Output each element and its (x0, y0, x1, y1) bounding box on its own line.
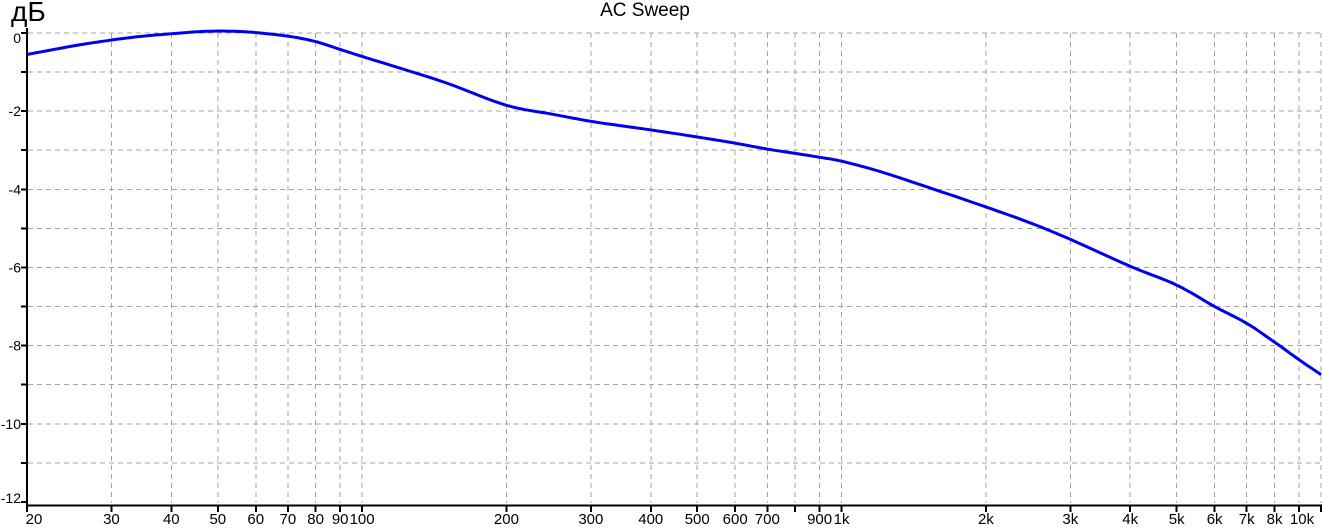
x-tick-label: 200 (494, 511, 519, 528)
x-tick-label: 20 (26, 511, 43, 528)
x-tick-label: 100 (350, 511, 375, 528)
y-tick-label: -10 (1, 416, 21, 432)
x-tick-label: 500 (685, 511, 710, 528)
y-tick-label: -4 (9, 181, 22, 197)
y-tick-label: -6 (9, 259, 22, 275)
x-tick-label: 700 (755, 511, 780, 528)
chart-title: AC Sweep (600, 0, 690, 21)
x-tick-label: 300 (578, 511, 603, 528)
x-tick-label: 80 (307, 511, 324, 528)
x-tick-label: 4k (1122, 511, 1138, 528)
y-tick-label: -2 (9, 103, 22, 119)
x-tick-label: 400 (638, 511, 663, 528)
x-tick-label: 600 (723, 511, 748, 528)
x-tick-label: 30 (103, 511, 120, 528)
x-tick-label: 50 (209, 511, 226, 528)
x-tick-label: 8k (1267, 511, 1283, 528)
response-curve (26, 29, 1322, 376)
y-axis-unit-label: дБ (11, 0, 46, 27)
x-tick-label: 3k (1062, 511, 1078, 528)
x-tick-label: 7k (1239, 511, 1255, 528)
x-tick-label: 60 (247, 511, 264, 528)
y-tick-label: 0 (13, 30, 21, 46)
y-tick-label: -12 (1, 490, 21, 506)
x-tick-label: 40 (163, 511, 180, 528)
y-tick-label: -8 (9, 338, 22, 354)
x-tick-label: 6k (1207, 511, 1223, 528)
x-tick-label: 2k (978, 511, 994, 528)
x-tick-label: 5k (1169, 511, 1185, 528)
x-tick-label: 10k (1290, 511, 1315, 528)
x-tick-label: 70 (280, 511, 297, 528)
x-tick-label: 900 (807, 511, 832, 528)
x-tick-label: 90 (332, 511, 349, 528)
x-tick-label: 1k (834, 511, 850, 528)
